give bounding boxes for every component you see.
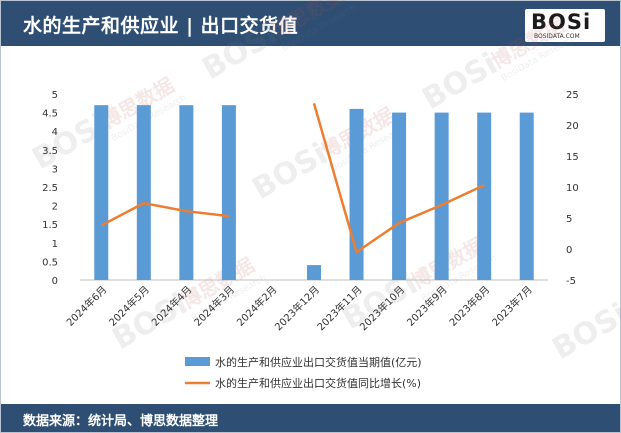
- left-tick-label: 2.5: [42, 183, 58, 194]
- left-tick-label: 3: [52, 164, 58, 175]
- right-tick-label: 20: [566, 121, 579, 132]
- line-segment: [100, 201, 230, 227]
- right-axis: -5 0 5 10 15 20 25: [566, 90, 579, 287]
- line-segment: [312, 102, 485, 254]
- logo-text: BOSi: [531, 10, 592, 34]
- left-tick-label: 3.5: [42, 146, 58, 157]
- page-title: 水的生产和供应业 | 出口交货值: [23, 15, 299, 37]
- header-bar: 水的生产和供应业 | 出口交货值 BOSi BOSIDATA.COM: [1, 1, 620, 46]
- right-tick-label: 5: [566, 214, 572, 225]
- left-tick-label: 1: [52, 239, 58, 250]
- legend: 水的生产和供应业出口交货值当期值(亿元) 水的生产和供应业出口交货值同比增长(%…: [185, 355, 422, 390]
- data-source: 数据来源：统计局、博思数据整理: [23, 414, 219, 429]
- bar: [307, 265, 321, 280]
- left-tick-label: 2: [52, 202, 58, 213]
- legend-bar-swatch: [185, 357, 210, 366]
- left-tick-label: 4: [52, 127, 58, 138]
- right-tick-label: 10: [566, 183, 579, 194]
- bar: [349, 108, 364, 280]
- right-tick-label: 0: [566, 245, 572, 256]
- footer-bar: 数据来源：统计局、博思数据整理: [1, 404, 620, 432]
- bar: [136, 105, 151, 280]
- bar: [477, 112, 492, 280]
- bar-series: [94, 105, 534, 280]
- left-tick-label: 0: [52, 276, 58, 287]
- left-tick-label: 5: [52, 90, 58, 101]
- left-tick-label: 0.5: [42, 257, 58, 268]
- bosi-logo: BOSi BOSIDATA.COM: [525, 9, 605, 42]
- left-tick-label: 4.5: [42, 109, 58, 120]
- bar: [221, 105, 236, 280]
- bar: [392, 112, 407, 280]
- legend-line-label: 水的生产和供应业出口交货值同比增长(%): [215, 376, 421, 390]
- left-tick-label: 1.5: [42, 220, 58, 231]
- right-tick-label: 25: [566, 90, 579, 101]
- right-tick-label: -5: [566, 276, 576, 287]
- bar: [179, 105, 194, 280]
- legend-bar-label: 水的生产和供应业出口交货值当期值(亿元): [215, 355, 422, 369]
- x-tick-label: 2024年6月: [64, 283, 110, 329]
- bar: [94, 105, 109, 280]
- logo-subtext: BOSIDATA.COM: [534, 33, 580, 40]
- x-tick-label: 2023年8月: [446, 283, 492, 329]
- watermark-brand: BOSi: [547, 296, 621, 366]
- bar: [434, 112, 449, 280]
- x-tick-label: 2023年7月: [489, 283, 535, 329]
- line-series: [100, 102, 485, 254]
- right-tick-label: 15: [566, 152, 579, 163]
- bar: [519, 112, 534, 280]
